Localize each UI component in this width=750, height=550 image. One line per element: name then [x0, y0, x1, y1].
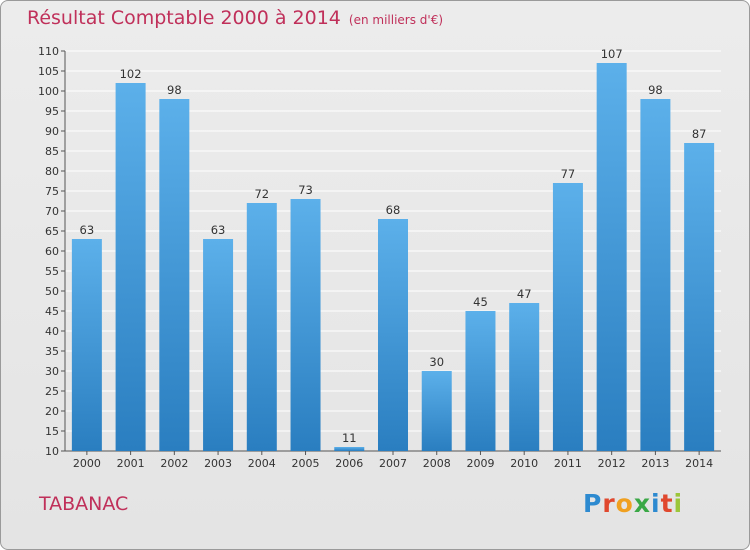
y-tick-label: 55: [45, 265, 59, 278]
y-tick-label: 80: [45, 165, 59, 178]
chart-title: Résultat Comptable 2000 à 2014 (en millie…: [27, 7, 443, 29]
bar-2006: [334, 447, 365, 451]
bar-2009: [465, 311, 496, 451]
y-tick-label: 50: [45, 285, 59, 298]
data-label-2010: 47: [517, 287, 532, 301]
logo-letter: t: [660, 489, 674, 518]
y-tick-label: 20: [45, 405, 59, 418]
y-tick-label: 90: [45, 125, 59, 138]
y-tick-label: 45: [45, 305, 59, 318]
bar-2011: [552, 183, 583, 451]
bar-2012: [596, 63, 627, 451]
title-text: Résultat Comptable 2000 à 2014: [27, 7, 341, 29]
y-tick-label: 60: [45, 245, 59, 258]
x-tick-label-2008: 2008: [423, 457, 451, 470]
data-label-2003: 63: [211, 223, 226, 237]
y-tick-label: 65: [45, 225, 59, 238]
bar-2001: [115, 83, 146, 451]
bar-2008: [421, 371, 452, 451]
data-label-2000: 63: [80, 223, 95, 237]
bar-2005: [290, 199, 321, 451]
y-tick-label: 10: [45, 445, 59, 458]
data-label-2002: 98: [167, 83, 182, 97]
y-tick-label: 105: [38, 65, 59, 78]
x-tick-label-2011: 2011: [554, 457, 582, 470]
data-label-2012: 107: [601, 47, 623, 61]
y-tick-label: 110: [38, 45, 59, 58]
data-label-2004: 72: [254, 187, 269, 201]
data-label-2011: 77: [561, 167, 576, 181]
x-tick-label-2000: 2000: [73, 457, 101, 470]
x-tick-label-2003: 2003: [204, 457, 232, 470]
logo-letter: x: [633, 489, 651, 518]
proxiti-logo[interactable]: Proxiti: [583, 489, 683, 518]
bar-2014: [684, 143, 715, 451]
x-tick-label-2013: 2013: [641, 457, 669, 470]
data-label-2013: 98: [648, 83, 663, 97]
x-tick-label-2005: 2005: [292, 457, 320, 470]
data-label-2006: 11: [342, 431, 357, 445]
x-tick-label-2014: 2014: [685, 457, 713, 470]
data-label-2009: 45: [473, 295, 488, 309]
x-tick-label-2002: 2002: [160, 457, 188, 470]
x-tick-label-2006: 2006: [335, 457, 363, 470]
logo-letter: i: [651, 489, 661, 518]
bar-2003: [203, 239, 234, 451]
data-label-2001: 102: [120, 67, 142, 81]
x-tick-label-2012: 2012: [598, 457, 626, 470]
logo-letter: P: [583, 489, 603, 518]
bar-2002: [159, 99, 190, 451]
y-tick-label: 100: [38, 85, 59, 98]
data-label-2008: 30: [429, 355, 444, 369]
x-tick-label-2007: 2007: [379, 457, 407, 470]
x-tick-label-2001: 2001: [117, 457, 145, 470]
x-tick-label-2009: 2009: [466, 457, 494, 470]
logo-letter: r: [602, 489, 616, 518]
y-tick-label: 95: [45, 105, 59, 118]
logo-letter: i: [673, 489, 684, 518]
y-tick-label: 40: [45, 325, 59, 338]
commune-name: TABANAC: [39, 493, 129, 515]
title-unit: (en milliers d'€): [348, 13, 444, 27]
y-tick-label: 30: [45, 365, 59, 378]
bar-2000: [71, 239, 102, 451]
logo-letter: o: [615, 489, 634, 518]
x-tick-label-2010: 2010: [510, 457, 538, 470]
bar-2010: [509, 303, 540, 451]
bar-2004: [246, 203, 277, 451]
data-label-2005: 73: [298, 183, 313, 197]
bar-2013: [640, 99, 671, 451]
y-tick-label: 15: [45, 425, 59, 438]
data-label-2007: 68: [386, 203, 401, 217]
y-tick-label: 85: [45, 145, 59, 158]
y-tick-label: 70: [45, 205, 59, 218]
x-tick-label-2004: 2004: [248, 457, 276, 470]
bar-2007: [378, 219, 408, 451]
data-label-2014: 87: [692, 127, 707, 141]
y-tick-label: 75: [45, 185, 59, 198]
y-tick-label: 35: [45, 345, 59, 358]
y-tick-label: 25: [45, 385, 59, 398]
